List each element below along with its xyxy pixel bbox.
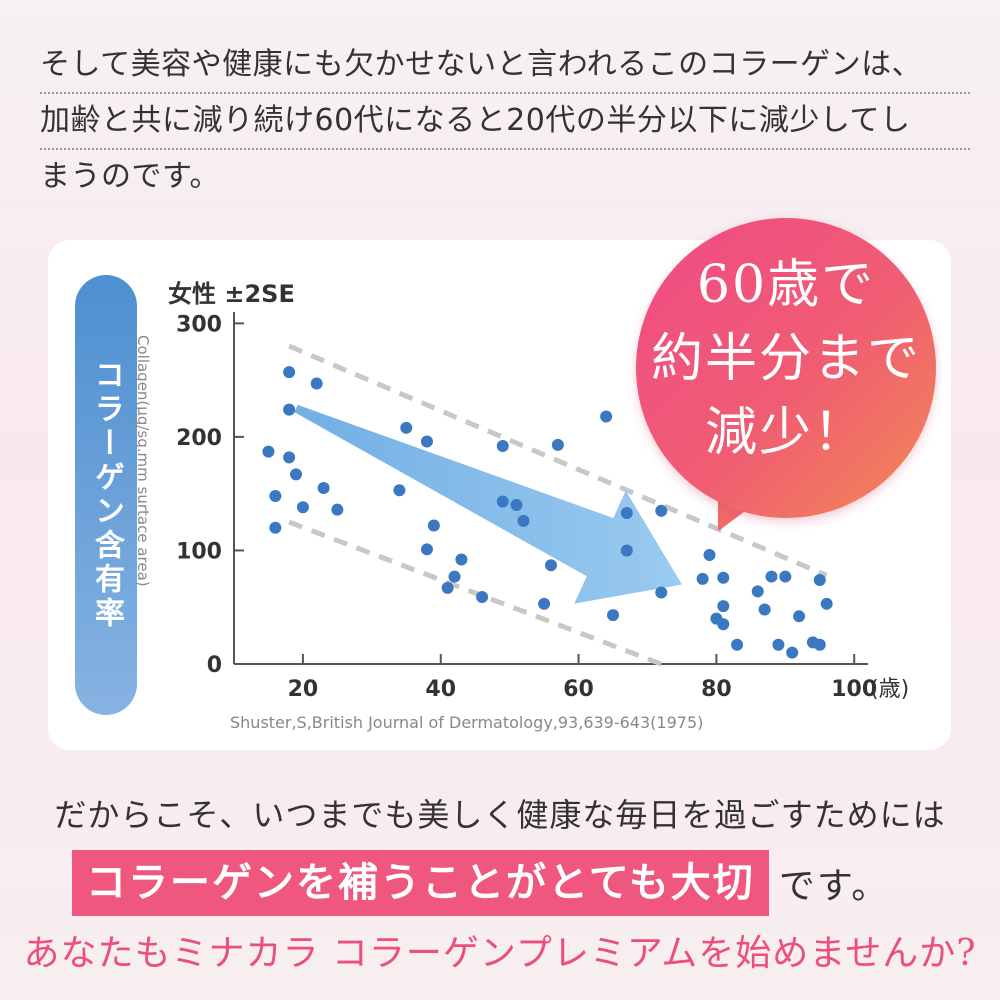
data-point <box>455 553 468 566</box>
data-point <box>538 597 551 610</box>
data-point <box>510 499 523 512</box>
y-axis-pill-text: コラーゲン含有率 <box>89 359 124 631</box>
call-to-action: あなたもミナカラ コラーゲンプレミアムを始めませんか? <box>23 933 977 974</box>
data-point <box>290 468 303 481</box>
data-point <box>448 570 461 583</box>
data-point <box>517 514 530 527</box>
data-point <box>476 591 489 604</box>
data-point <box>496 439 509 452</box>
data-point <box>420 435 433 448</box>
data-point <box>620 544 633 557</box>
data-point <box>717 571 730 584</box>
chart-title: 女性 ±2SE <box>168 280 295 308</box>
data-point <box>551 438 564 451</box>
callout-line-2: 約半分まで <box>650 329 921 389</box>
highlight-text: コラーゲンを補うことがとても大切 <box>72 850 769 916</box>
data-point <box>779 570 792 583</box>
data-point <box>393 484 406 497</box>
data-point <box>441 581 454 594</box>
intro-line-3: まうのです。 <box>40 159 220 194</box>
x-tick-label: 100 <box>831 677 877 702</box>
decline-arrow <box>294 404 682 604</box>
trend-band-lower <box>288 519 663 667</box>
callout-line-3: 減少！ <box>704 403 867 463</box>
data-point <box>751 585 764 598</box>
y-axis-label: Collagen(μg/sq.mm surtace area) <box>134 335 152 587</box>
data-point <box>310 377 323 390</box>
data-point <box>793 610 806 623</box>
data-point <box>717 618 730 631</box>
callout-line-1: 60歳で <box>696 255 876 315</box>
intro-line-2: 加齢と共に減り続け60代になると20代の半分以下に減少してし <box>40 94 970 150</box>
data-point <box>772 638 785 651</box>
intro-line-1: そして美容や健康にも欠かせないと言われるこのコラーゲンは、 <box>40 38 970 94</box>
data-point <box>283 366 296 379</box>
intro-text: そして美容や健康にも欠かせないと言われるこのコラーゲンは、 加齢と共に減り続け6… <box>40 38 970 204</box>
x-tick-label: 80 <box>701 677 732 702</box>
data-point <box>765 570 778 583</box>
data-point <box>331 503 344 516</box>
x-tick-label: 40 <box>425 677 456 702</box>
x-axis-unit: (歳) <box>870 677 909 702</box>
callout-bubble: 60歳で 約半分まで 減少！ <box>636 218 936 518</box>
data-point <box>262 445 275 458</box>
data-point <box>496 495 509 508</box>
data-point <box>655 504 668 517</box>
chart-source: Shuster,S,British Journal of Dermatology… <box>230 713 703 732</box>
data-point <box>813 638 826 651</box>
data-point <box>703 548 716 561</box>
y-tick-label: 200 <box>176 426 222 451</box>
trend-band-upper <box>288 343 828 578</box>
data-point <box>600 410 613 423</box>
y-tick-label: 300 <box>176 312 222 337</box>
data-point <box>620 506 633 519</box>
data-point <box>283 451 296 464</box>
data-point <box>283 403 296 416</box>
highlight-suffix: です。 <box>778 866 890 907</box>
highlight-row: コラーゲンを補うことがとても大切 です。 <box>72 850 889 916</box>
data-point <box>317 482 330 494</box>
data-point <box>813 573 826 586</box>
data-point <box>420 543 433 556</box>
y-axis-pill-label: コラーゲン含有率 <box>75 275 137 715</box>
closing-line: だからこそ、いつまでも美しく健康な毎日を過ごすためには <box>54 796 946 834</box>
data-point <box>269 489 282 502</box>
data-point <box>655 586 668 599</box>
data-point <box>786 646 799 659</box>
y-tick-label: 100 <box>176 539 222 564</box>
data-point <box>696 572 709 585</box>
data-point <box>731 638 744 651</box>
data-point <box>427 519 440 532</box>
x-tick-label: 20 <box>288 677 319 702</box>
data-point <box>545 559 557 572</box>
data-point <box>820 597 833 610</box>
data-point <box>758 603 771 616</box>
y-tick-label: 0 <box>207 653 222 678</box>
data-point <box>269 521 282 534</box>
data-point <box>400 421 413 434</box>
data-point <box>296 501 309 514</box>
x-tick-label: 60 <box>563 677 594 702</box>
data-point <box>607 609 620 622</box>
data-point <box>717 600 730 613</box>
